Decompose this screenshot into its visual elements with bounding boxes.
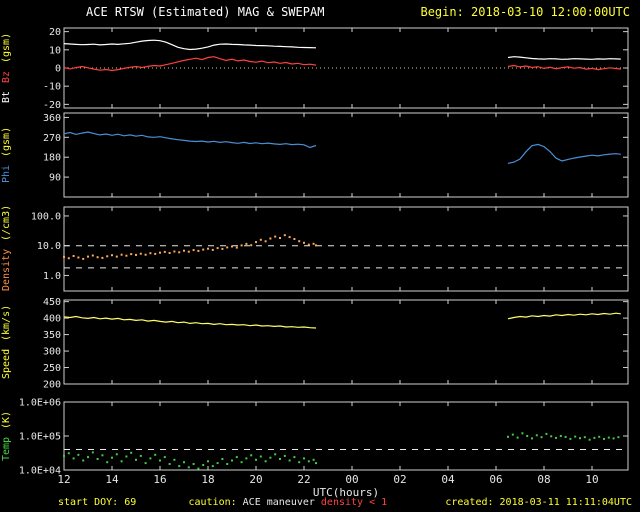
svg-text:(gsm): (gsm) bbox=[1, 127, 12, 157]
svg-text:10: 10 bbox=[49, 45, 61, 56]
svg-text:90: 90 bbox=[49, 173, 61, 184]
x-axis-title: UTC(hours) bbox=[313, 486, 379, 499]
svg-text:Phi: Phi bbox=[1, 165, 12, 183]
svg-text:Temp: Temp bbox=[1, 437, 12, 461]
svg-text:Bt: Bt bbox=[1, 91, 12, 103]
svg-text:450: 450 bbox=[43, 297, 61, 308]
svg-text:14: 14 bbox=[105, 473, 119, 486]
svg-text:10.0: 10.0 bbox=[37, 241, 61, 252]
begin-timestamp: Begin: 2018-03-10 12:00:00UTC bbox=[420, 5, 630, 19]
svg-text:350: 350 bbox=[43, 330, 61, 341]
svg-text:(K): (K) bbox=[1, 411, 12, 429]
svg-text:1.0E+06: 1.0E+06 bbox=[19, 398, 61, 409]
x-axis-labels: 12 14 16 18 20 22 00 02 04 06 08 10 UTC(hours) bbox=[57, 473, 598, 499]
svg-text:360: 360 bbox=[43, 113, 61, 124]
page-title: ACE RTSW (Estimated) MAG & SWEPAM bbox=[86, 5, 325, 19]
svg-text:0: 0 bbox=[55, 64, 61, 75]
panel-density: 100.0 10.0 1.0 Density (/cm3) bbox=[1, 205, 629, 292]
svg-text:08: 08 bbox=[537, 473, 550, 486]
svg-text:-20: -20 bbox=[43, 100, 61, 111]
svg-text:06: 06 bbox=[489, 473, 502, 486]
svg-text:Density: Density bbox=[1, 249, 12, 291]
svg-text:100.0: 100.0 bbox=[31, 211, 61, 222]
svg-text:(gsm): (gsm) bbox=[1, 33, 12, 63]
caution-density-text: density < 1 bbox=[320, 497, 388, 508]
svg-text:18: 18 bbox=[201, 473, 214, 486]
svg-text:400: 400 bbox=[43, 314, 61, 325]
svg-text:(km/s): (km/s) bbox=[1, 305, 12, 341]
svg-text:300: 300 bbox=[43, 347, 61, 358]
svg-text:22: 22 bbox=[297, 473, 310, 486]
start-doy: start DOY: 69 bbox=[58, 497, 137, 508]
svg-text:20: 20 bbox=[249, 473, 262, 486]
svg-text:270: 270 bbox=[43, 133, 61, 144]
svg-text:1.0: 1.0 bbox=[43, 271, 61, 282]
caution-note: caution: ACE maneuver density < 1 bbox=[188, 497, 393, 509]
created-timestamp: created: 2018-03-11 11:11:04UTC bbox=[445, 497, 632, 508]
svg-text:1.0E+04: 1.0E+04 bbox=[19, 466, 61, 477]
svg-text:10: 10 bbox=[585, 473, 598, 486]
svg-text:Bz: Bz bbox=[1, 71, 12, 83]
svg-text:200: 200 bbox=[43, 380, 61, 391]
svg-text:1.0E+05: 1.0E+05 bbox=[19, 432, 61, 443]
svg-text:20: 20 bbox=[49, 27, 61, 38]
panel-bt-bz: 20 10 0 -10 -20 Bt Bz (gsm) bbox=[1, 27, 629, 111]
svg-text:250: 250 bbox=[43, 363, 61, 374]
caution-label: caution: bbox=[188, 497, 237, 508]
svg-text:02: 02 bbox=[393, 473, 406, 486]
svg-text:Speed: Speed bbox=[1, 349, 12, 379]
svg-text:-10: -10 bbox=[43, 82, 61, 93]
panel-phi: 360 270 180 90 Phi (gsm) bbox=[1, 112, 629, 198]
panel-speed: 450 400 350 300 250 200 Speed (km/s) bbox=[1, 297, 629, 391]
footer: start DOY: 69 caution: ACE maneuver densit… bbox=[58, 497, 632, 509]
svg-text:(/cm3): (/cm3) bbox=[1, 205, 12, 241]
svg-text:16: 16 bbox=[153, 473, 166, 486]
panel-temp: 1.0E+06 1.0E+05 1.0E+04 Temp (K) bbox=[1, 398, 629, 477]
svg-text:04: 04 bbox=[441, 473, 455, 486]
svg-text:00: 00 bbox=[345, 473, 358, 486]
svg-text:180: 180 bbox=[43, 153, 61, 164]
header: ACE RTSW (Estimated) MAG & SWEPAM Begin:… bbox=[64, 5, 630, 19]
caution-text: ACE maneuver bbox=[242, 497, 315, 508]
svg-text:12: 12 bbox=[57, 473, 70, 486]
